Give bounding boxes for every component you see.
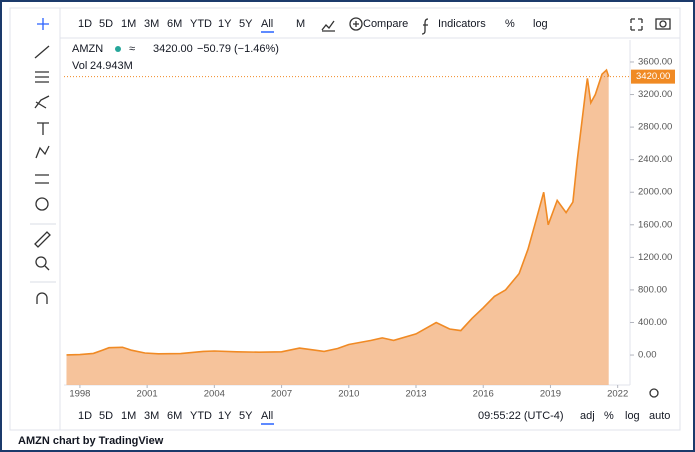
symbol: AMZN bbox=[72, 43, 103, 55]
text-icon[interactable] bbox=[37, 122, 49, 135]
y-tick-label: 2400.00 bbox=[638, 154, 672, 165]
range-button[interactable]: 5Y bbox=[239, 18, 253, 30]
fib-icon[interactable] bbox=[35, 71, 49, 83]
zoom-icon[interactable] bbox=[35, 256, 47, 268]
auto-toggle[interactable]: auto bbox=[649, 410, 670, 422]
range-button[interactable]: 3M bbox=[144, 410, 159, 422]
prediction-icon[interactable] bbox=[35, 174, 49, 184]
emoji-icon[interactable] bbox=[35, 197, 49, 211]
price: 3420.00 bbox=[153, 43, 193, 55]
percent-toggle[interactable]: % bbox=[604, 410, 614, 422]
change: −50.79 (−1.46%) bbox=[197, 43, 279, 55]
x-tick-label: 2001 bbox=[137, 389, 158, 400]
range-button[interactable]: 1M bbox=[121, 18, 136, 30]
log-toggle[interactable]: log bbox=[625, 410, 640, 422]
trendline-icon[interactable] bbox=[34, 45, 50, 59]
price-line bbox=[66, 68, 610, 356]
drawing-tools[interactable] bbox=[30, 17, 671, 398]
y-tick-label: 800.00 bbox=[638, 284, 667, 295]
range-button[interactable]: 1D bbox=[78, 410, 92, 422]
range-button[interactable]: All bbox=[261, 18, 273, 30]
crosshair-icon[interactable] bbox=[37, 18, 49, 30]
y-tick-label: 1600.00 bbox=[638, 219, 672, 230]
brush-icon[interactable] bbox=[34, 95, 50, 109]
x-tick-label: 2007 bbox=[271, 389, 292, 400]
y-tick-label: 3600.00 bbox=[638, 56, 672, 67]
x-tick-label: 2019 bbox=[540, 389, 561, 400]
plot: 0.00 400.00 800.00 1200.00 1600.00 2000.00 240… bbox=[64, 40, 675, 400]
range-button[interactable]: 5D bbox=[99, 18, 113, 30]
interval[interactable]: M bbox=[296, 18, 305, 30]
flag: ≈ bbox=[129, 43, 135, 55]
range-button[interactable]: YTD bbox=[190, 410, 212, 422]
compare[interactable]: Compare bbox=[363, 18, 408, 30]
indicators[interactable]: Indicators bbox=[438, 18, 486, 30]
x-tick-label: 1998 bbox=[69, 389, 90, 400]
price-tag-label: 3420.00 bbox=[636, 71, 670, 82]
indicators-icon[interactable] bbox=[421, 18, 429, 35]
vol-label: Vol bbox=[72, 60, 87, 72]
y-tick-label: 1200.00 bbox=[638, 252, 672, 263]
range-button[interactable]: 5Y bbox=[239, 410, 253, 422]
adj[interactable]: adj bbox=[580, 410, 595, 422]
x-tick-label: 2004 bbox=[204, 389, 225, 400]
range-button[interactable]: 3M bbox=[144, 18, 159, 30]
percent[interactable]: % bbox=[505, 18, 515, 30]
y-tick-label: 2000.00 bbox=[638, 187, 672, 198]
y-tick-label: 0.00 bbox=[638, 350, 657, 361]
x-tick-label: 2013 bbox=[405, 389, 426, 400]
range-button[interactable]: 1Y bbox=[218, 18, 232, 30]
range-button[interactable]: 1D bbox=[78, 18, 92, 30]
settings-icon[interactable] bbox=[649, 388, 659, 398]
range-button[interactable]: 1M bbox=[121, 410, 136, 422]
magnet-icon[interactable] bbox=[36, 292, 48, 304]
chart-type-icon[interactable] bbox=[321, 20, 335, 32]
time: 09:55:22 (UTC-4) bbox=[478, 410, 564, 422]
ruler-icon[interactable] bbox=[34, 231, 51, 248]
y-tick-label: 3200.00 bbox=[638, 89, 672, 100]
y-tick-label: 2800.00 bbox=[638, 122, 672, 133]
screenshot-icon[interactable] bbox=[655, 18, 671, 30]
area-fill bbox=[66, 70, 609, 385]
range-button[interactable]: YTD bbox=[190, 18, 212, 30]
footer: AMZN chart by TradingView bbox=[18, 435, 164, 447]
status-dot bbox=[115, 46, 121, 52]
price-tag bbox=[631, 69, 675, 84]
compare-icon[interactable] bbox=[349, 17, 363, 31]
log[interactable]: log bbox=[533, 18, 548, 30]
range-button[interactable]: 6M bbox=[167, 18, 182, 30]
range-button[interactable]: 1Y bbox=[218, 410, 232, 422]
pattern-icon[interactable] bbox=[35, 145, 50, 159]
range-button[interactable]: 6M bbox=[167, 410, 182, 422]
x-tick-label: 2022 bbox=[607, 389, 628, 400]
x-tick-label: 2010 bbox=[338, 389, 359, 400]
x-tick-label: 2016 bbox=[473, 389, 494, 400]
fullscreen-icon[interactable] bbox=[630, 18, 643, 31]
range-button[interactable]: All bbox=[261, 410, 273, 422]
vol: 24.943M bbox=[90, 60, 133, 72]
y-tick-label: 400.00 bbox=[638, 317, 667, 328]
range-button[interactable]: 5D bbox=[99, 410, 113, 422]
